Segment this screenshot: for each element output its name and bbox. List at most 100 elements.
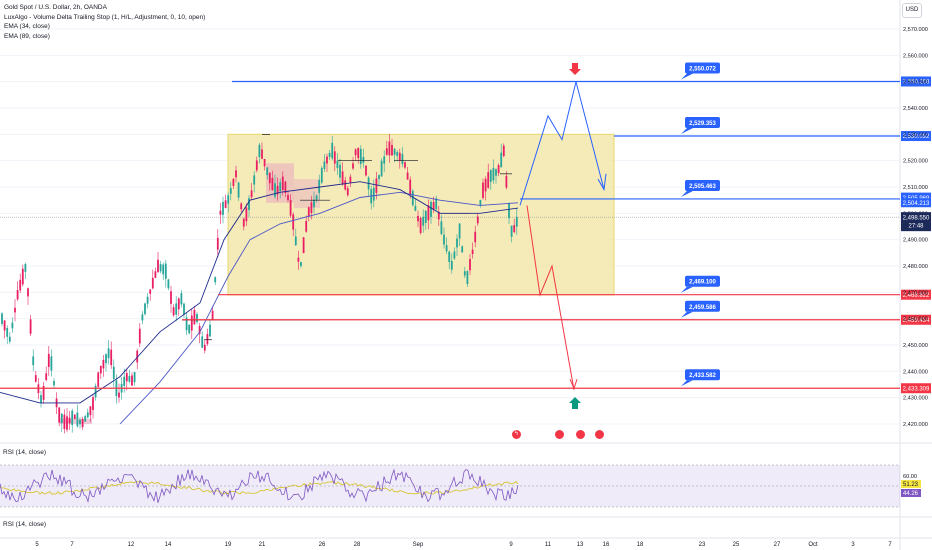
time-axis[interactable]: 5 7 12 14 19 21 26 28 Sep 9 11 13 16 18 23 25 27 Oct 3 7	[35, 542, 892, 548]
candle-body	[99, 365, 102, 374]
candle-body	[388, 141, 391, 156]
level-label: 2,505.463	[689, 184, 716, 190]
candle-body	[437, 211, 440, 220]
time-tick-label: Sep	[413, 542, 424, 548]
candle-body	[175, 303, 178, 315]
time-tick-label: 26	[319, 542, 326, 548]
price-tick-label: 2,460.000	[903, 317, 928, 323]
level-label-pointer	[681, 311, 693, 318]
candle-body	[102, 359, 105, 369]
candle-body	[60, 413, 63, 424]
price-tick-label: 2,430.000	[903, 396, 928, 402]
rsi-label-main[interactable]: RSI (14, close)	[3, 449, 46, 456]
time-tick-label: 12	[128, 542, 135, 548]
axis-level-tag	[901, 289, 931, 300]
candle-body	[216, 237, 219, 250]
candle-body	[357, 148, 360, 159]
level-label: 2,550.072	[689, 66, 716, 72]
candle-body	[276, 185, 279, 195]
level-label: 2,459.586	[689, 305, 716, 311]
time-tick-label: 7	[70, 542, 74, 548]
price-tick-label: 2,540.000	[903, 106, 928, 112]
candle-body	[474, 231, 477, 243]
countdown-text: 27:48	[908, 224, 924, 230]
candle-body	[430, 201, 432, 217]
level-label-box	[685, 179, 720, 191]
candle-body	[365, 165, 367, 176]
candle-body	[42, 385, 45, 400]
candle-body	[406, 172, 409, 180]
candle-body	[214, 277, 217, 283]
candle-body	[396, 151, 399, 156]
candle-body	[84, 416, 87, 422]
candle-body	[190, 315, 193, 331]
indicator-ema-89[interactable]: EMA (89, close)	[4, 32, 50, 40]
candle-body	[440, 221, 443, 235]
candle-body	[287, 195, 289, 201]
current-price-text: 2,498.550	[903, 215, 930, 221]
projection-up-arrowhead	[597, 173, 607, 192]
candle-body	[229, 188, 232, 194]
symbol-title[interactable]: Gold Spot / U.S. Dollar, 2h, OANDA	[4, 4, 107, 11]
candle-body	[11, 322, 14, 329]
candle-body	[3, 320, 6, 331]
candle-body	[261, 149, 263, 159]
candle-body	[227, 195, 230, 204]
time-tick-label: 23	[699, 542, 706, 548]
us-flag-event-icon[interactable]	[595, 430, 604, 439]
candle-body	[146, 296, 149, 304]
time-tick-label: 11	[545, 542, 552, 548]
candle-body	[245, 207, 248, 222]
candle-body	[151, 277, 154, 289]
indicator-ema-34[interactable]: EMA (34, close)	[4, 23, 50, 31]
axis-level-tag-text: 2,530.092	[903, 134, 930, 140]
range-box	[227, 133, 615, 296]
candle-body	[292, 214, 295, 230]
candle-body	[6, 327, 9, 337]
price-axis[interactable]: 2,420.000 2,430.000 2,440.000 2,450.000 2,46…	[901, 27, 931, 428]
candle-body	[505, 175, 508, 188]
horizontal-levels: 2,550.072 2,550.258 2,529.353 2,530.092 2,50…	[0, 62, 931, 394]
candle-body	[240, 203, 243, 210]
candle-body	[32, 356, 35, 366]
lightning-event-icon[interactable]: ϟ	[512, 430, 521, 439]
candle-body	[318, 180, 321, 193]
us-flag-event-icon[interactable]	[576, 430, 585, 439]
level-label-pointer	[681, 128, 693, 135]
candle-body	[508, 203, 510, 219]
candle-body	[34, 375, 37, 382]
indicator-luxalgo[interactable]: LuxAlgo - Volume Delta Trailing Stop (1,…	[4, 13, 206, 21]
candle-body	[123, 376, 126, 386]
time-tick-label: 13	[577, 542, 584, 548]
level-label-box	[685, 62, 720, 74]
rsi-purple-tag	[901, 489, 921, 497]
current-price-tag	[901, 212, 931, 232]
candle-body	[86, 412, 89, 418]
candle-body	[235, 170, 237, 178]
rsi-yellow-tag	[901, 480, 921, 488]
level-label-box	[685, 300, 720, 312]
candle-body	[180, 293, 183, 305]
candle-body	[144, 303, 146, 315]
axis-level-tag	[901, 383, 931, 394]
candle-body	[21, 268, 24, 285]
candle-body	[58, 407, 61, 423]
candle-body	[458, 223, 461, 239]
rsi-label-second[interactable]: RSI (14, close)	[3, 521, 46, 528]
candle-body	[14, 307, 16, 313]
us-flag-event-icon[interactable]	[555, 430, 564, 439]
candle-body	[471, 249, 474, 255]
time-tick-label: 28	[354, 542, 361, 548]
candle-body	[63, 414, 66, 430]
rsi-line	[0, 468, 519, 503]
candle-body	[97, 372, 100, 387]
candle-body	[307, 207, 310, 217]
candle-body	[196, 313, 198, 323]
currency-button[interactable]: USD	[902, 3, 922, 18]
level-label: 2,469.100	[689, 280, 716, 286]
price-tick-label: 2,520.000	[903, 159, 928, 165]
candle-body	[125, 372, 128, 382]
level-label-box	[685, 369, 720, 381]
price-tick-label: 2,420.000	[903, 422, 928, 428]
